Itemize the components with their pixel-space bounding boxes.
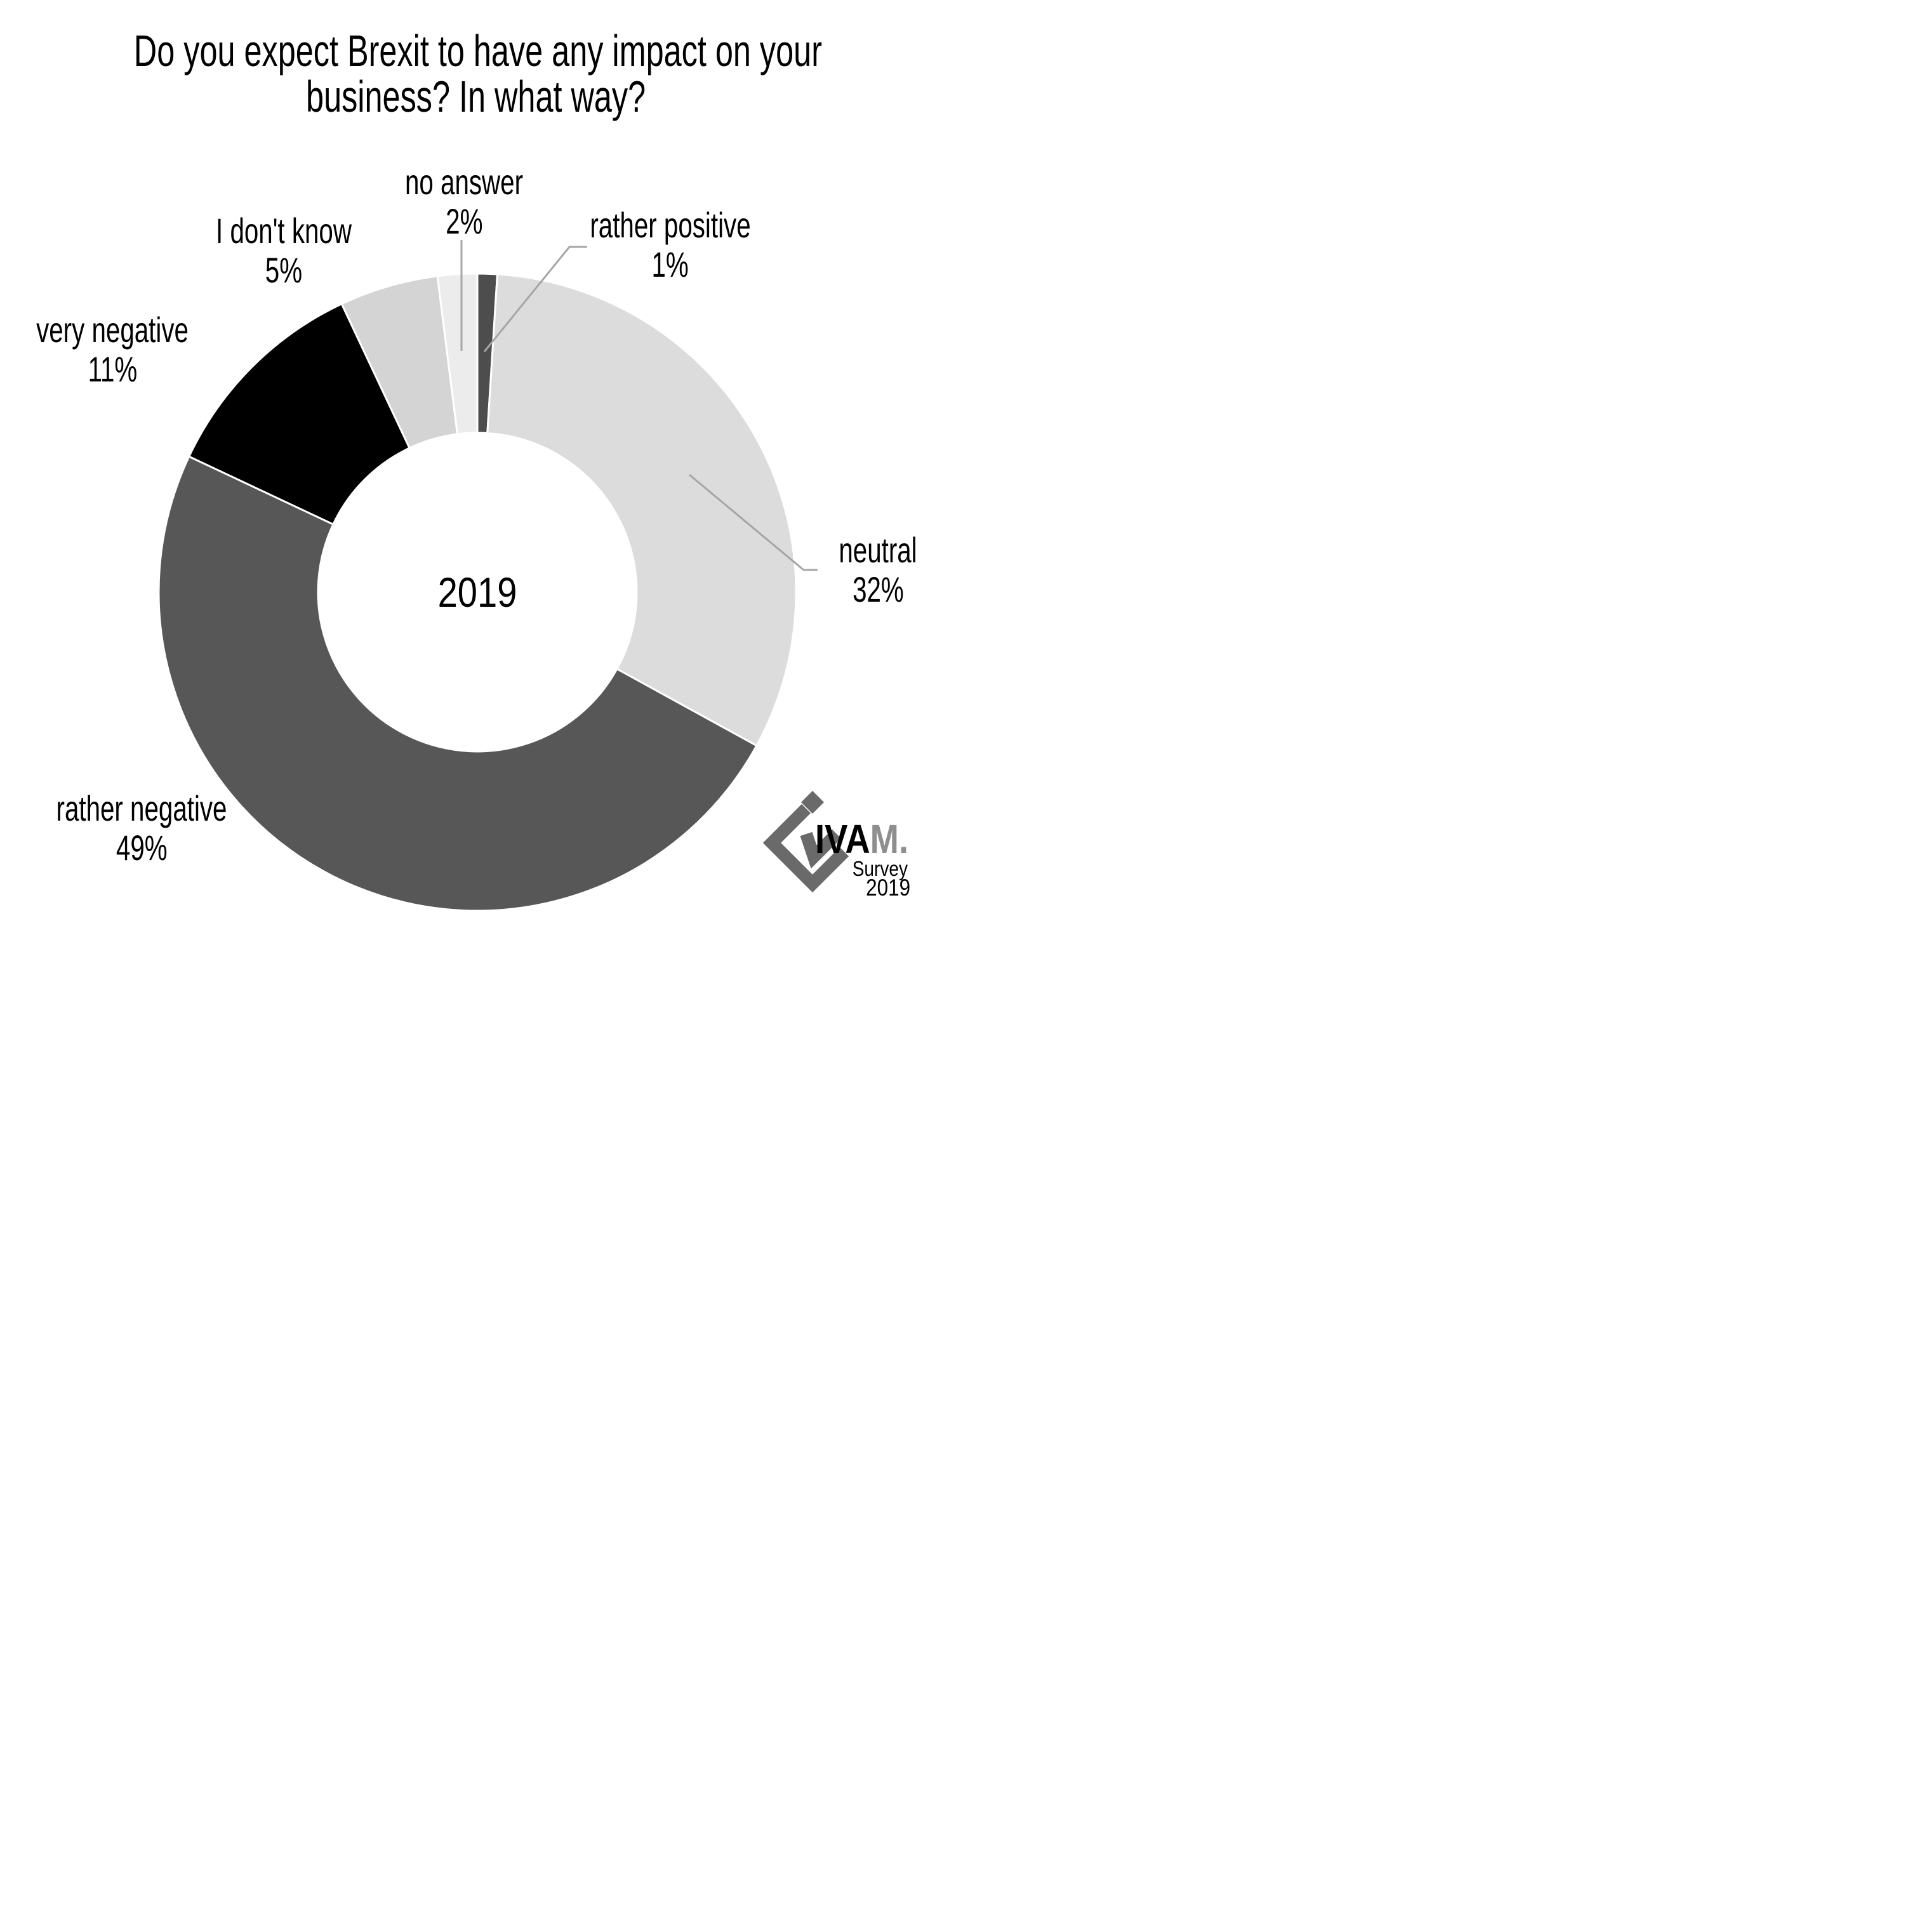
ivam-logo-mark <box>762 791 849 893</box>
ivam-logo-survey-text: Survey <box>852 857 908 880</box>
slice-label-neutral: neutral 32% <box>839 530 917 609</box>
chart-canvas: Do you expect Brexit to have any impact … <box>0 0 952 966</box>
ivam-logo-wordmark: IVAM. <box>815 816 909 862</box>
chart-title-line1: Do you expect Brexit to have any impact … <box>133 26 822 76</box>
ivam-logo-year: 2019 <box>865 875 910 901</box>
slice-rather-negative <box>157 455 758 912</box>
slice-neutral <box>486 273 797 747</box>
logo-diamond-dot <box>801 791 824 814</box>
slice-label-very-negative: very negative 11% <box>36 310 189 389</box>
slice-label-no-answer: no answer 2% <box>404 162 524 241</box>
ivam-logo: IVAM. Survey 2019 <box>762 787 927 901</box>
slice-very-negative <box>188 303 411 526</box>
donut-chart <box>157 272 797 912</box>
logo-diamond-outline <box>762 804 849 893</box>
donut-center-year: 2019 <box>437 569 517 616</box>
slice-label-rather-positive: rather positive 1% <box>590 205 751 284</box>
logo-check-mark <box>800 829 842 869</box>
chart-title: Do you expect Brexit to have any impact … <box>0 28 952 119</box>
chart-title-line2: business? In what way? <box>306 72 646 121</box>
slice-label-rather-negative: rather negative 49% <box>56 788 227 868</box>
slice-label-i-dont-know: I don't know 5% <box>216 211 352 290</box>
slice-no-answer <box>436 272 479 435</box>
